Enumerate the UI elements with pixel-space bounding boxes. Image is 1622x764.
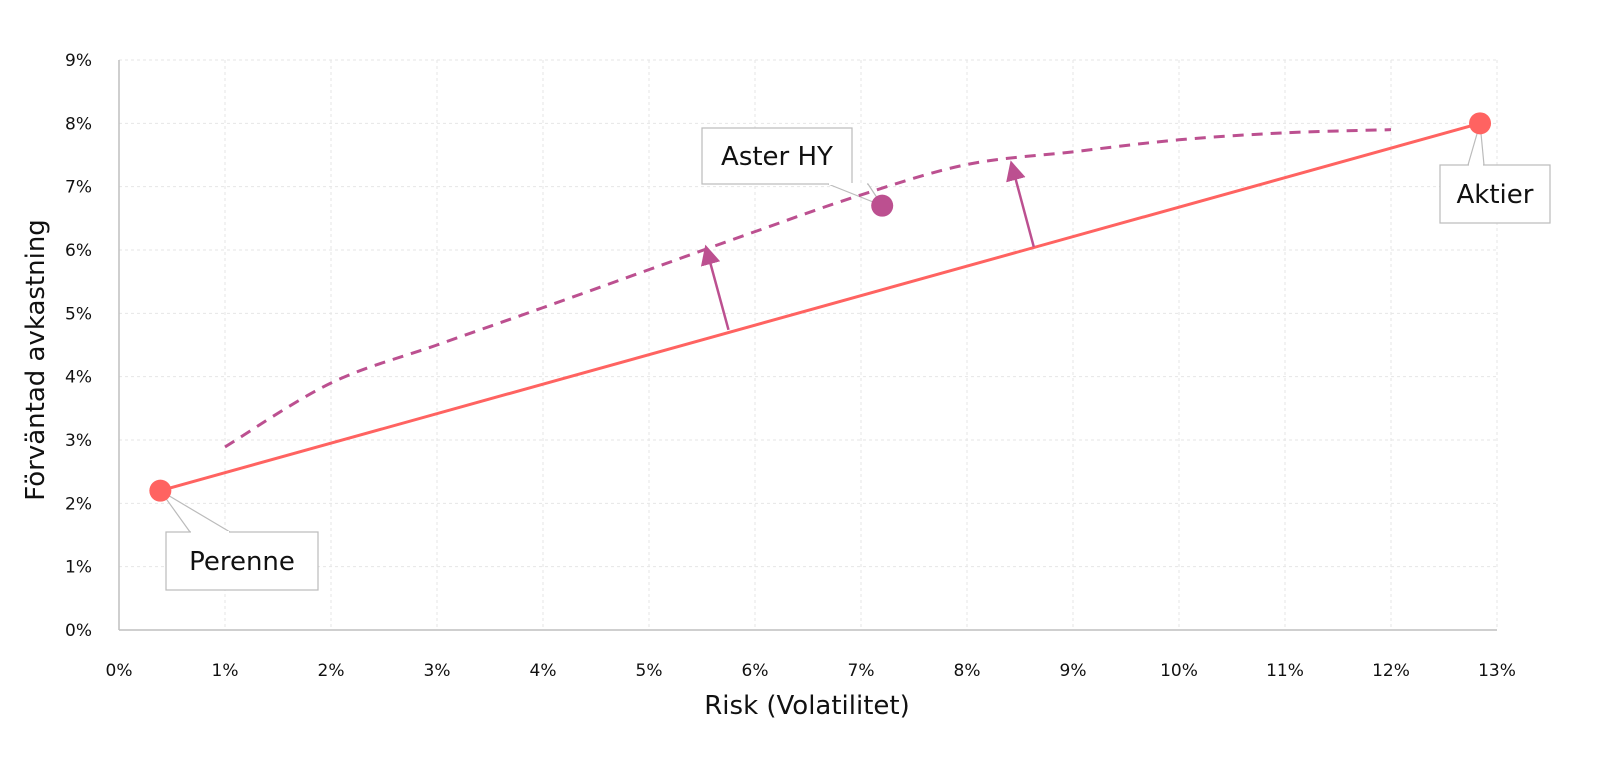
point-label-aster-hy: Aster HY — [721, 142, 833, 172]
series — [149, 112, 1492, 502]
x-tick-label: 4% — [530, 661, 557, 681]
arrow — [700, 244, 730, 331]
y-tick-label: 2% — [65, 494, 92, 514]
point-aktier — [1469, 112, 1492, 135]
x-tick-label: 6% — [742, 661, 769, 681]
callouts: Perenne Aktier Aster HY — [159, 123, 1551, 591]
y-tick-label: 0% — [65, 621, 92, 641]
axes — [118, 60, 1497, 631]
x-tick-label: 0% — [106, 661, 133, 681]
x-axis-title: Risk (Volatilitet) — [704, 691, 910, 721]
x-tick-label: 8% — [954, 661, 981, 681]
dashed-efficient-frontier — [224, 128, 1392, 449]
y-tick-label: 9% — [65, 51, 92, 71]
callout-box — [1439, 164, 1551, 224]
y-axis-title: Förväntad avkastning — [21, 219, 51, 501]
y-tick-label: 5% — [65, 304, 92, 324]
x-tick-label: 3% — [424, 661, 451, 681]
x-tick-label: 1% — [212, 661, 239, 681]
tick-labels: 0% 1% 2% 3% 4% 5% 6% 7% 8% 9% 10% 11% 12% 13% 0% 1% 2% 3%… — [65, 51, 1516, 681]
point-label-perenne: Perenne — [189, 547, 295, 577]
gridlines — [119, 59, 1498, 630]
solid-frontier-line — [159, 121, 1481, 493]
x-tick-label: 12% — [1372, 661, 1410, 681]
y-tick-label: 6% — [65, 241, 92, 261]
x-tick-label: 13% — [1478, 661, 1516, 681]
x-tick-label: 10% — [1160, 661, 1198, 681]
point-label-aktier: Aktier — [1457, 180, 1534, 210]
callout-box — [165, 531, 319, 591]
x-tick-label: 2% — [318, 661, 345, 681]
x-tick-label: 11% — [1266, 661, 1304, 681]
callout-pointer — [159, 490, 233, 533]
y-tick-label: 1% — [65, 558, 92, 578]
y-tick-label: 7% — [65, 178, 92, 198]
y-tick-label: 4% — [65, 368, 92, 388]
x-tick-label: 9% — [1060, 661, 1087, 681]
y-tick-label: 8% — [65, 114, 92, 134]
arrow — [1006, 160, 1035, 248]
point-perenne — [149, 479, 172, 502]
y-tick-label: 3% — [65, 431, 92, 451]
callout-box — [701, 127, 853, 185]
point-aster-hy — [871, 194, 894, 217]
x-tick-label: 5% — [636, 661, 663, 681]
x-tick-label: 7% — [848, 661, 875, 681]
